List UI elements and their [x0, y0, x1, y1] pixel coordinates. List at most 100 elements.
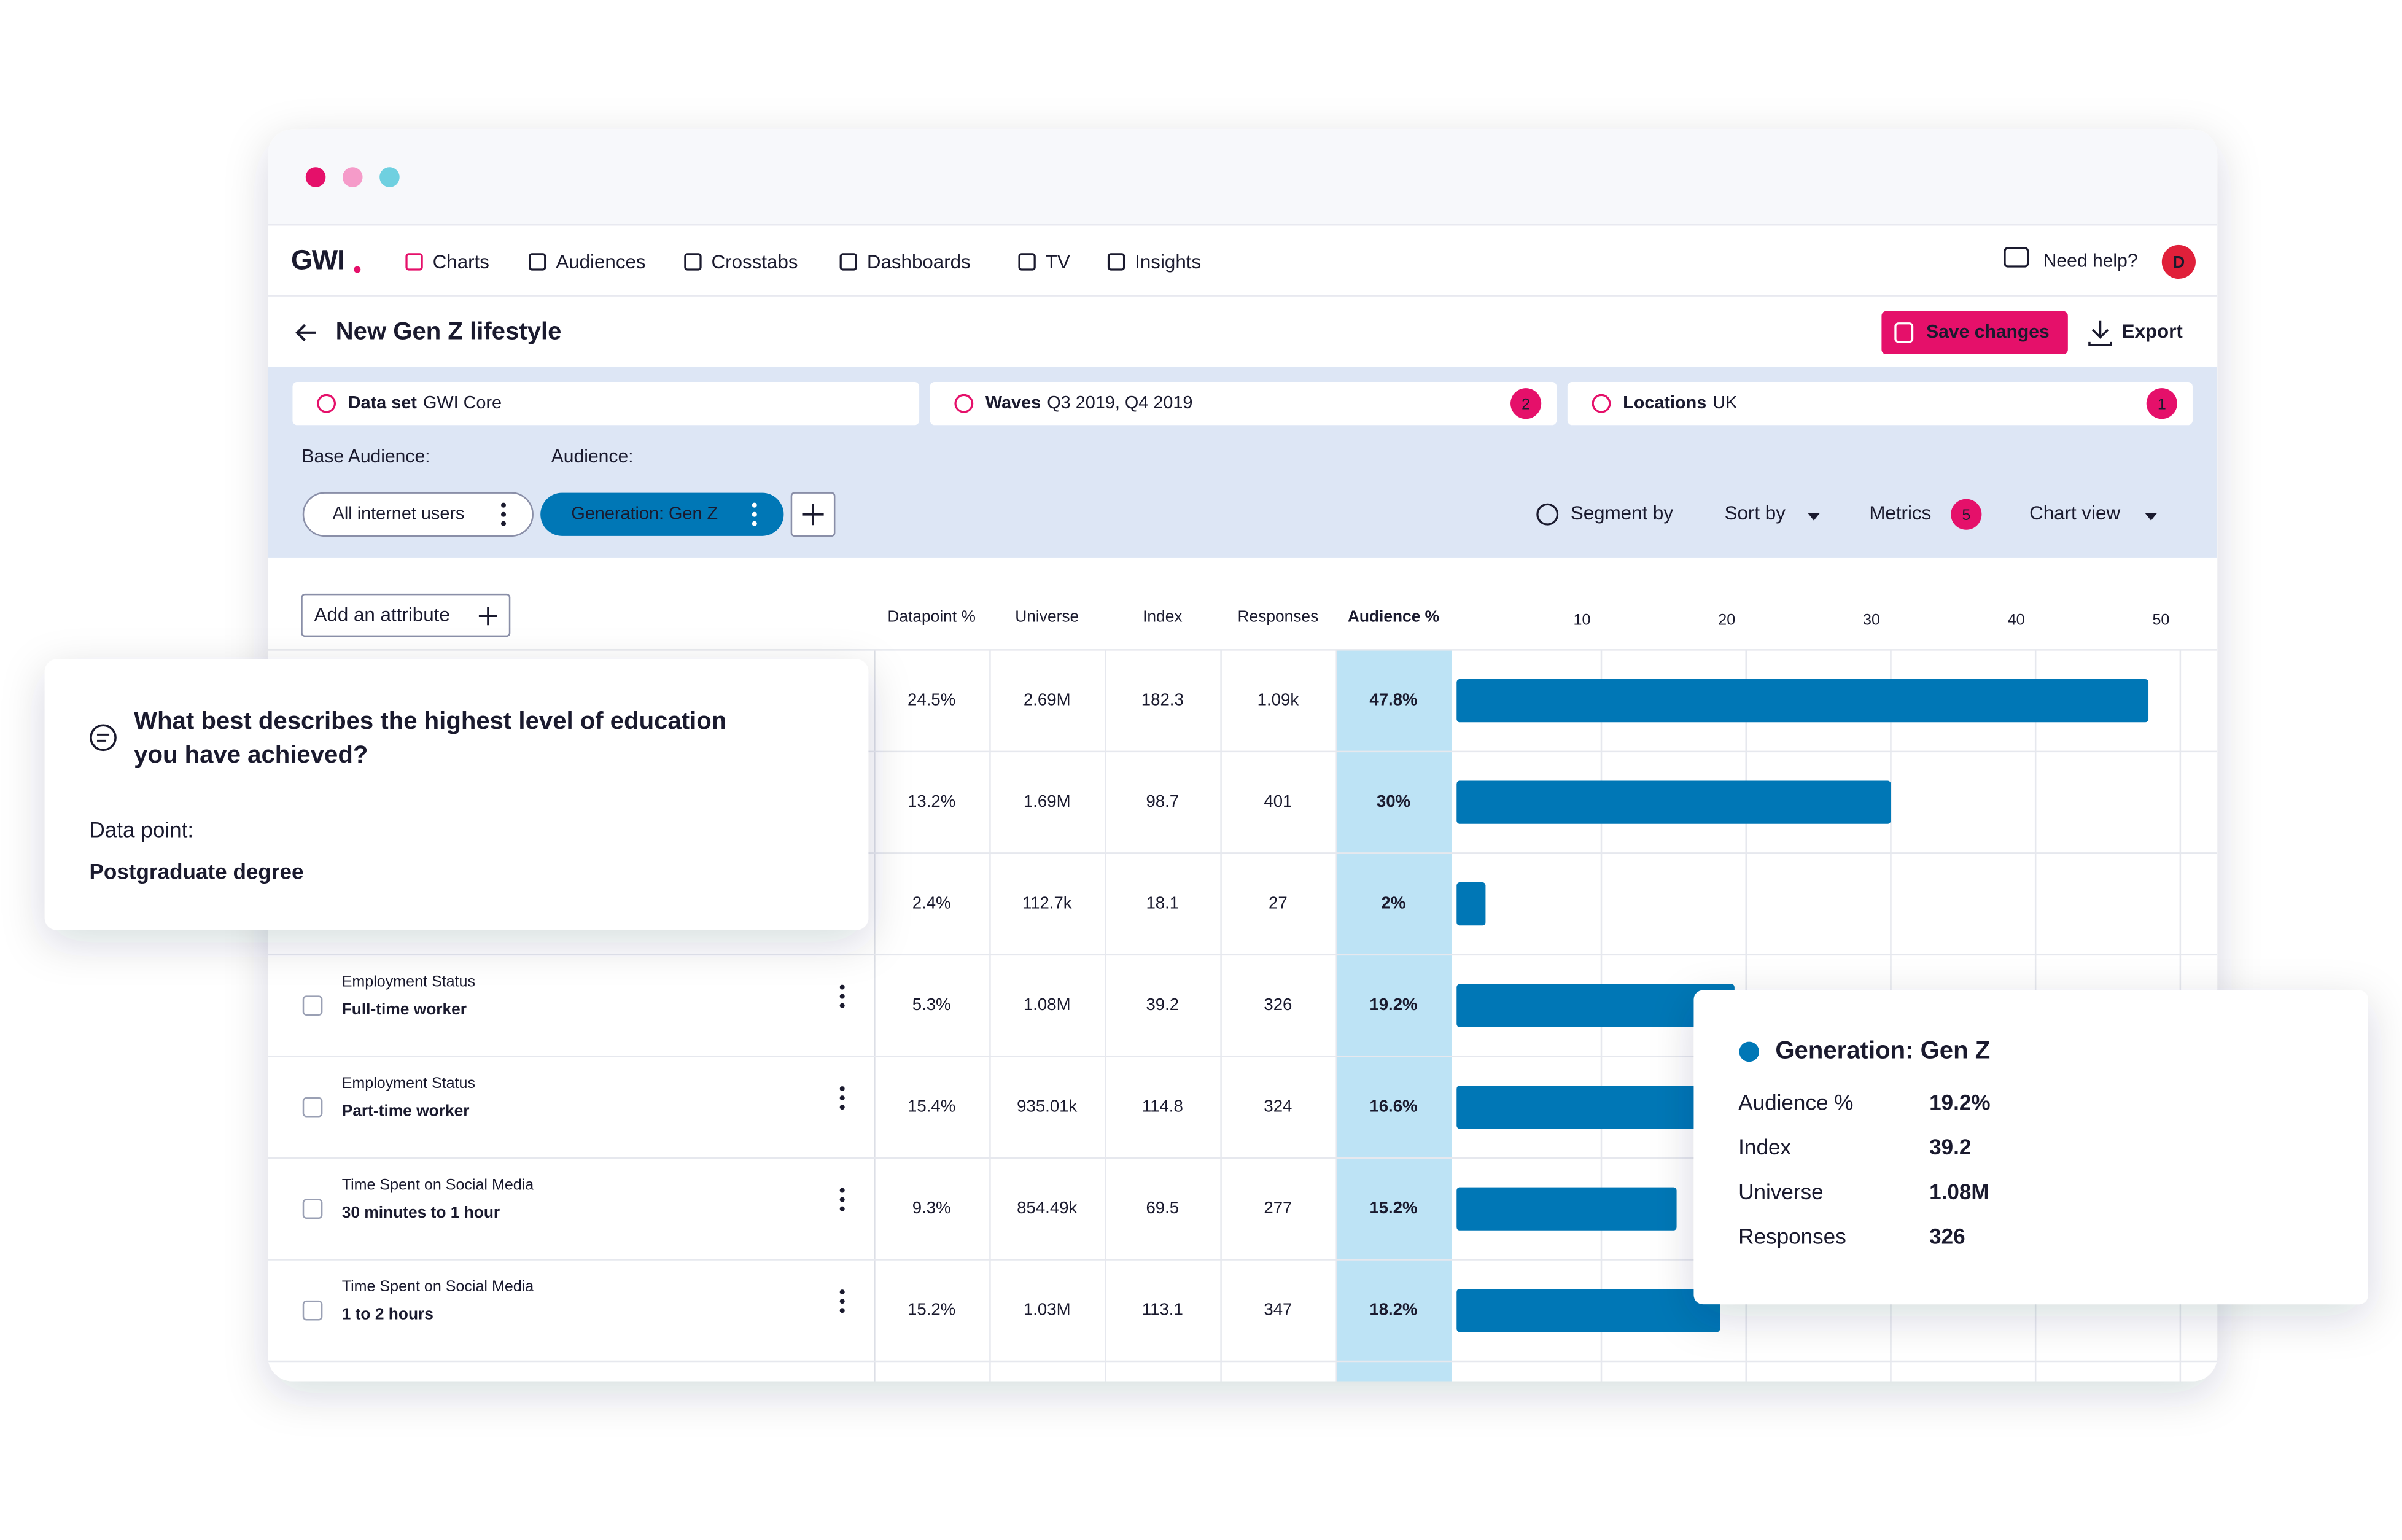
nav-item[interactable]: Dashboards: [867, 251, 971, 273]
bar: [1456, 679, 2149, 723]
question-icon: [90, 724, 117, 752]
audience-cell: 30%: [1377, 791, 1410, 811]
table-cell: 1.09k: [1257, 690, 1299, 709]
tooltip-label: Audience %: [1738, 1091, 1853, 1114]
nav-item[interactable]: Charts: [433, 251, 489, 273]
table-cell: 5.3%: [912, 995, 951, 1014]
base-audience-label: Base Audience:: [302, 446, 430, 467]
help-icon: [2004, 247, 2029, 268]
kebab-dot: [501, 521, 507, 526]
filter-name: Waves: [985, 393, 1041, 413]
table-cell: 98.7: [1146, 791, 1179, 811]
column-header: Datapoint %: [887, 607, 975, 626]
nav-item[interactable]: Crosstabs: [712, 251, 798, 273]
back-arrow[interactable]: [295, 324, 316, 341]
caret: [2145, 513, 2158, 521]
row-checkbox[interactable]: [302, 1199, 323, 1219]
window-dot: [379, 167, 400, 187]
base-pill-label: All internet users: [333, 504, 465, 523]
tooltip-title: Generation: Gen Z: [1775, 1036, 1990, 1064]
add-attribute-button[interactable]: [301, 593, 511, 637]
nav-icon: [1107, 253, 1125, 271]
row-category: Time Spent on Social Media: [342, 1176, 534, 1194]
badge-count: 1: [2158, 395, 2166, 413]
row-label: 30 minutes to 1 hour: [342, 1203, 500, 1221]
save-button[interactable]: [1881, 311, 2068, 354]
audience-cell: 18.2%: [1369, 1299, 1417, 1318]
row-checkbox[interactable]: [302, 1097, 323, 1118]
x-tick-label: 10: [1574, 611, 1591, 628]
filter-icon: [317, 394, 336, 413]
metrics-control[interactable]: Metrics: [1869, 502, 1931, 524]
tooltip-label: Universe: [1738, 1180, 1823, 1204]
nav-item[interactable]: Insights: [1135, 251, 1201, 273]
audience-column: [1336, 650, 1452, 1382]
row-label: Full-time worker: [342, 1000, 467, 1018]
kebab-dot: [839, 1289, 845, 1295]
filter-box[interactable]: [292, 382, 920, 426]
logo: GWI: [291, 244, 344, 275]
table-cell: 24.5%: [908, 690, 955, 709]
row-label: Part-time worker: [342, 1102, 470, 1120]
filter-name: Data set: [348, 393, 418, 413]
audience-cell: 2%: [1382, 893, 1406, 912]
filter-box[interactable]: [1567, 382, 2193, 426]
kebab-dot: [839, 1003, 845, 1008]
avatar: [2161, 244, 2196, 279]
filter-box[interactable]: [930, 382, 1557, 426]
tooltip-value: 39.2: [1929, 1135, 1971, 1159]
sort-control[interactable]: Sort by: [1725, 502, 1786, 524]
row-checkbox[interactable]: [302, 995, 323, 1016]
base-pill[interactable]: [302, 492, 534, 537]
kebab-dot: [839, 1206, 845, 1211]
table-cell: 324: [1264, 1096, 1292, 1115]
data-point-value: Postgraduate degree: [89, 860, 303, 884]
bar: [1456, 1289, 1720, 1332]
kebab-dot: [501, 502, 507, 508]
table-cell: 2.4%: [912, 893, 951, 912]
kebab-dot: [839, 1095, 845, 1101]
nav-item[interactable]: TV: [1046, 251, 1070, 273]
row-category: Employment Status: [342, 1075, 475, 1092]
bar: [1456, 882, 1486, 926]
table-cell: 15.2%: [908, 1299, 955, 1318]
tooltip-label: Index: [1738, 1135, 1791, 1159]
view-control[interactable]: Chart view: [2029, 502, 2120, 524]
tooltip: [1693, 990, 2368, 1305]
kebab-dot: [839, 1308, 845, 1313]
kebab-dot: [839, 1197, 845, 1202]
kebab-dot: [501, 511, 507, 517]
question-icon-lines: [96, 733, 110, 742]
kebab-dot: [839, 1188, 845, 1193]
badge: [1951, 499, 1982, 530]
bar: [1456, 1086, 1697, 1129]
save-label: Save changes: [1926, 322, 2050, 342]
x-tick-label: 20: [1718, 611, 1735, 628]
filter-icon: [1592, 394, 1611, 413]
kebab-dot: [839, 1105, 845, 1110]
x-tick-label: 40: [2008, 611, 2025, 628]
plus: [478, 607, 497, 626]
table-cell: 401: [1264, 791, 1292, 811]
row-checkbox[interactable]: [302, 1300, 323, 1321]
filter-value: UK: [1712, 393, 1737, 413]
nav-item[interactable]: Audiences: [556, 251, 645, 273]
table-cell: 112.7k: [1022, 893, 1072, 912]
filter-value: Q3 2019, Q4 2019: [1047, 393, 1192, 413]
table-cell: 1.08M: [1024, 995, 1071, 1014]
audience-cell: 19.2%: [1369, 995, 1417, 1014]
nav-icon: [529, 253, 546, 271]
filter-icon: [954, 394, 974, 413]
kebab-dot: [752, 521, 757, 526]
table-cell: 27: [1269, 893, 1288, 912]
table-cell: 69.5: [1146, 1198, 1179, 1217]
add-attribute-label: Add an attribute: [314, 604, 450, 626]
table-cell: 39.2: [1146, 995, 1179, 1014]
question-text: What best describes the highest level of…: [134, 707, 726, 734]
segment-control[interactable]: Segment by: [1571, 502, 1674, 524]
audience-pill[interactable]: [540, 492, 784, 536]
kebab-dot: [839, 994, 845, 999]
audience-cell: 47.8%: [1369, 690, 1417, 709]
